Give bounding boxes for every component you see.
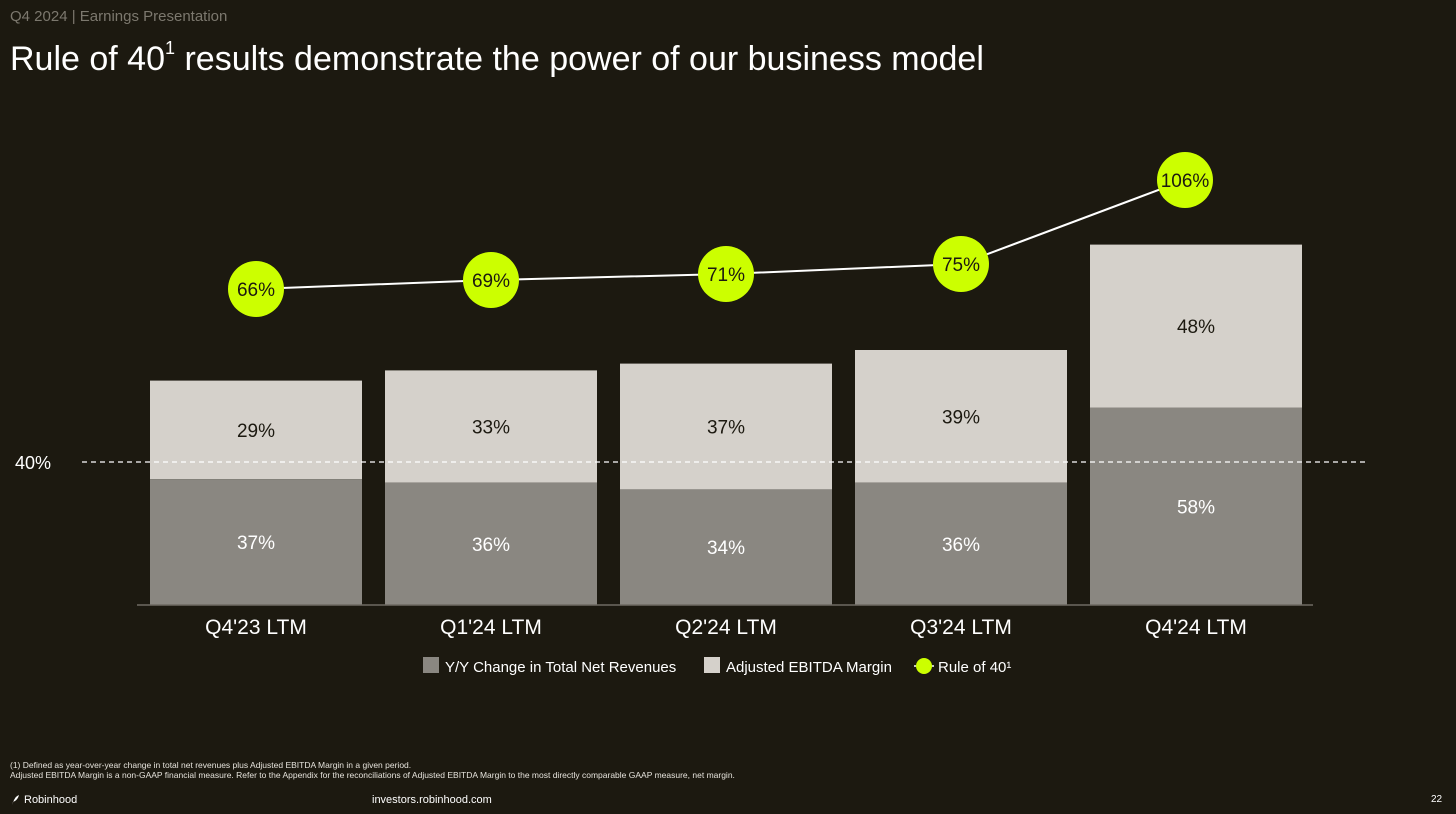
data-label-revenue: 36% [472,535,510,556]
x-tick-label: Q3'24 LTM [910,616,1012,639]
bar-ebitda-margin [1090,244,1302,408]
rule-of-40-marker [463,252,519,308]
data-label-revenue: 36% [942,535,980,556]
footnote-2: Adjusted EBITDA Margin is a non-GAAP fin… [10,770,735,780]
rule-of-40-value-label: 69% [472,271,510,292]
data-label-revenue: 58% [1177,497,1215,518]
feather-icon [12,795,19,805]
x-tick-label: Q2'24 LTM [675,616,777,639]
x-tick-label: Q4'23 LTM [205,616,307,639]
legend-marker-rule [916,658,932,674]
bar-ebitda-margin [855,350,1067,483]
presentation-tag: Q4 2024 | Earnings Presentation [10,8,228,25]
bar-revenue-change [150,479,362,605]
rule-of-40-marker [228,261,284,317]
title-rest: results demonstrate the power of our bus… [175,40,984,78]
data-label-ebitda: 48% [1177,317,1215,338]
brand-name: Robinhood [24,794,78,806]
bar-ebitda-margin [150,380,362,480]
brand-logo: Robinhood [10,794,77,806]
legend-swatch-revenue [423,657,439,673]
footnote-1: (1) Defined as year-over-year change in … [10,760,412,770]
rule-of-40-marker [698,246,754,302]
bar-ebitda-margin [385,370,597,483]
x-tick-label: Q4'24 LTM [1145,616,1247,639]
data-label-ebitda: 39% [942,407,980,428]
data-label-revenue: 34% [707,538,745,559]
rule-of-40-marker [1157,152,1213,208]
rule-of-40-marker [933,236,989,292]
bar-revenue-change [385,482,597,605]
bar-revenue-change [855,482,1067,605]
title-main: Rule of 40 [10,40,165,78]
title-footnote-mark: 1 [165,37,176,58]
legend-label-rule: Rule of 40¹ [938,659,1011,676]
data-label-revenue: 37% [237,533,275,554]
page-number: 22 [1431,794,1443,805]
page-title: Rule of 401 results demonstrate the powe… [10,37,984,79]
legend-label-revenue: Y/Y Change in Total Net Revenues [445,659,676,676]
reference-line-label: 40% [15,453,51,473]
bar-ebitda-margin [620,363,832,490]
legend-swatch-ebitda [704,657,720,673]
data-label-ebitda: 29% [237,421,275,442]
data-label-ebitda: 33% [472,418,510,439]
data-label-ebitda: 37% [707,418,745,439]
bar-revenue-change [1090,407,1302,605]
rule-of-40-value-label: 66% [237,280,275,301]
legend-label-ebitda: Adjusted EBITDA Margin [726,659,892,676]
rule-of-40-value-label: 71% [707,265,745,286]
x-tick-label: Q1'24 LTM [440,616,542,639]
rule-of-40-value-label: 106% [1161,171,1210,192]
footer-site-link[interactable]: investors.robinhood.com [372,794,492,806]
rule-of-40-value-label: 75% [942,255,980,276]
bar-revenue-change [620,489,832,605]
